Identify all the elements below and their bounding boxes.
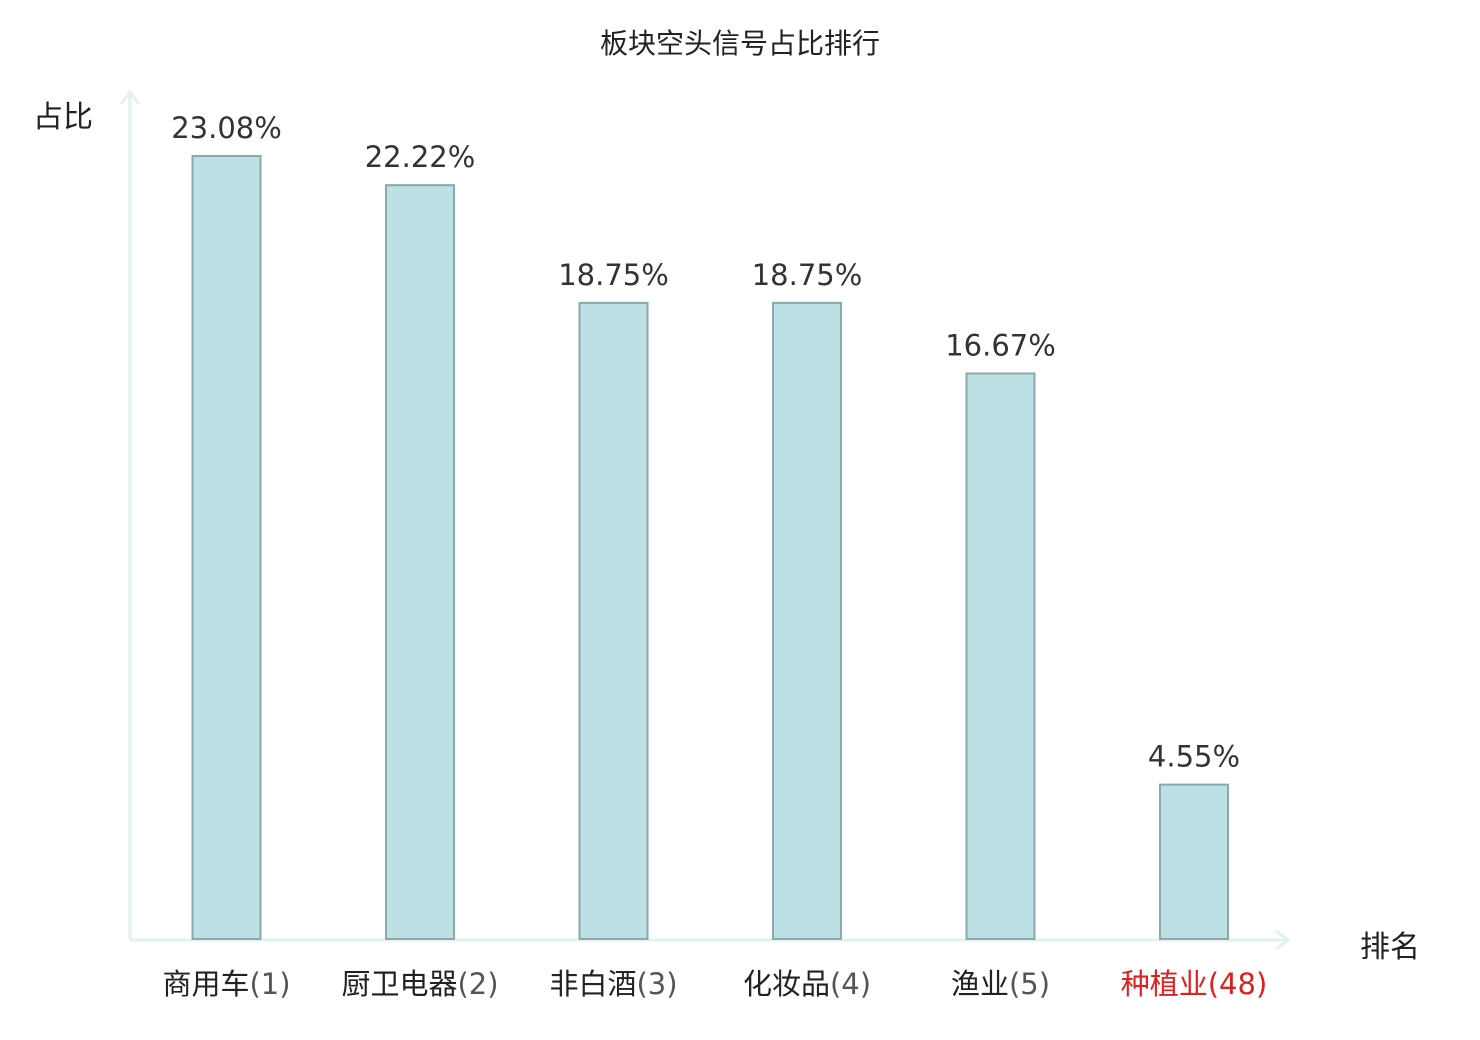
tick-label-name: 厨卫电器 — [341, 967, 457, 1001]
data-label-5: 16.67% — [945, 328, 1056, 362]
bar-1 — [191, 155, 262, 940]
tick-label-name: 种植业 — [1121, 967, 1208, 1001]
tick-label-rank: (5) — [1009, 967, 1050, 1001]
tick-label-5: 渔业(5) — [951, 967, 1050, 1001]
tick-label-rank: (48) — [1208, 967, 1268, 1001]
tick-label-4: 化妆品(4) — [743, 967, 871, 1001]
data-label-4: 18.75% — [752, 258, 863, 292]
tick-label-name: 渔业 — [951, 967, 1009, 1001]
tick-label-name: 化妆品 — [743, 967, 830, 1001]
tick-label-rank: (1) — [249, 967, 290, 1001]
bar-5 — [965, 372, 1036, 941]
bar-2 — [385, 184, 455, 940]
tick-label-rank: (4) — [830, 967, 871, 1001]
bar-6 — [1159, 783, 1229, 941]
tick-label-name: 非白酒 — [549, 967, 636, 1001]
tick-label-rank: (3) — [636, 967, 677, 1001]
tick-label-1: 商用车(1) — [162, 967, 290, 1001]
data-label-6: 4.55% — [1148, 740, 1240, 774]
chart-title: 板块空头信号占比排行 — [599, 27, 880, 60]
y-axis-label: 占比 — [33, 100, 93, 135]
tick-label-2: 厨卫电器(2) — [341, 967, 498, 1001]
tick-label-rank: (2) — [457, 967, 498, 1001]
tick-label-3: 非白酒(3) — [549, 967, 677, 1001]
data-label-2: 22.22% — [365, 140, 476, 174]
bar-4 — [772, 301, 842, 940]
data-label-3: 18.75% — [558, 258, 669, 292]
x-axis-label: 排名 — [1360, 930, 1420, 965]
tick-label-6: 种植业(48) — [1121, 967, 1268, 1001]
data-label-1: 23.08% — [171, 111, 282, 145]
y-axis-arrow — [119, 89, 141, 105]
bar-3 — [578, 301, 649, 940]
tick-label-name: 商用车 — [162, 967, 249, 1001]
x-axis-arrow — [1275, 929, 1291, 951]
